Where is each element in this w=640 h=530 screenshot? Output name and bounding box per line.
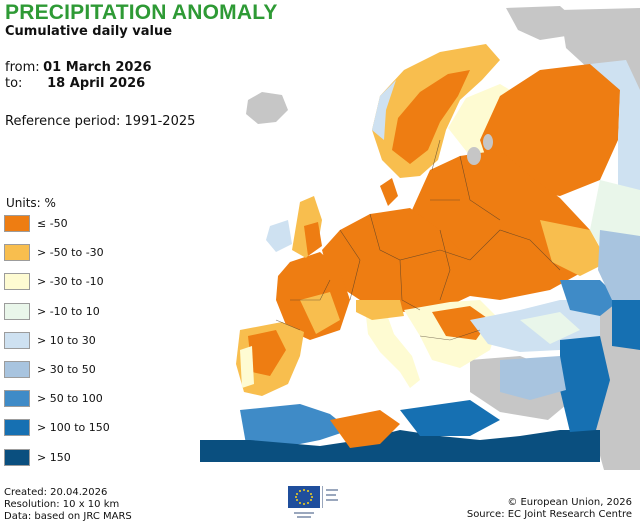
footer-right: © European Union, 2026 Source: EC Joint … [467, 497, 632, 521]
legend-label: > -50 to -30 [37, 246, 104, 260]
legend-swatch [4, 302, 30, 320]
from-date: 01 March 2026 [43, 60, 152, 75]
to-label: to: [5, 76, 23, 91]
legend-label: > -30 to -10 [37, 275, 104, 289]
from-label: from: [5, 60, 40, 75]
created-date: Created: 20.04.2026 [4, 487, 108, 498]
legend-label: > 100 to 150 [37, 421, 110, 435]
legend-label: > 30 to 50 [37, 363, 96, 376]
country-borders [275, 139, 561, 341]
legend-label: > 10 to 30 [37, 333, 96, 347]
legend-label: > 50 to 100 [37, 392, 103, 406]
period-to: to: 18 April 2026 [5, 76, 145, 91]
footer-left: Created: 20.04.2026 Resolution: 10 x 10 … [4, 487, 132, 523]
lakes [467, 134, 493, 165]
legend-label: > -10 to 10 [37, 304, 100, 318]
legend-swatch [4, 390, 30, 408]
legend-swatch [4, 361, 30, 378]
reference-period: Reference period: 1991-2025 [5, 114, 196, 129]
map-subtitle: Cumulative daily value [5, 24, 173, 39]
copyright: © European Union, 2026 [507, 497, 632, 508]
legend-swatch [4, 448, 30, 466]
europe-land [200, 44, 640, 462]
legend-units: Units: % [6, 196, 56, 210]
legend-swatch [4, 244, 30, 262]
map-title: PRECIPITATION ANOMALY [5, 1, 278, 24]
period-from: from: 01 March 2026 [5, 60, 152, 75]
legend-label: ≤ -50 [37, 217, 68, 230]
legend-label: > 150 [37, 450, 71, 464]
legend-swatch [4, 331, 30, 349]
source-credit: Source: EC Joint Research Centre [466, 509, 632, 520]
resolution: Resolution: 10 x 10 km [4, 499, 120, 510]
to-date: 18 April 2026 [47, 76, 146, 91]
legend-swatch [4, 273, 30, 291]
european-commission-logo [288, 486, 338, 518]
legend-swatch [4, 215, 30, 232]
data-source: Data: based on JRC MARS [4, 511, 132, 522]
legend-swatch [4, 419, 30, 437]
